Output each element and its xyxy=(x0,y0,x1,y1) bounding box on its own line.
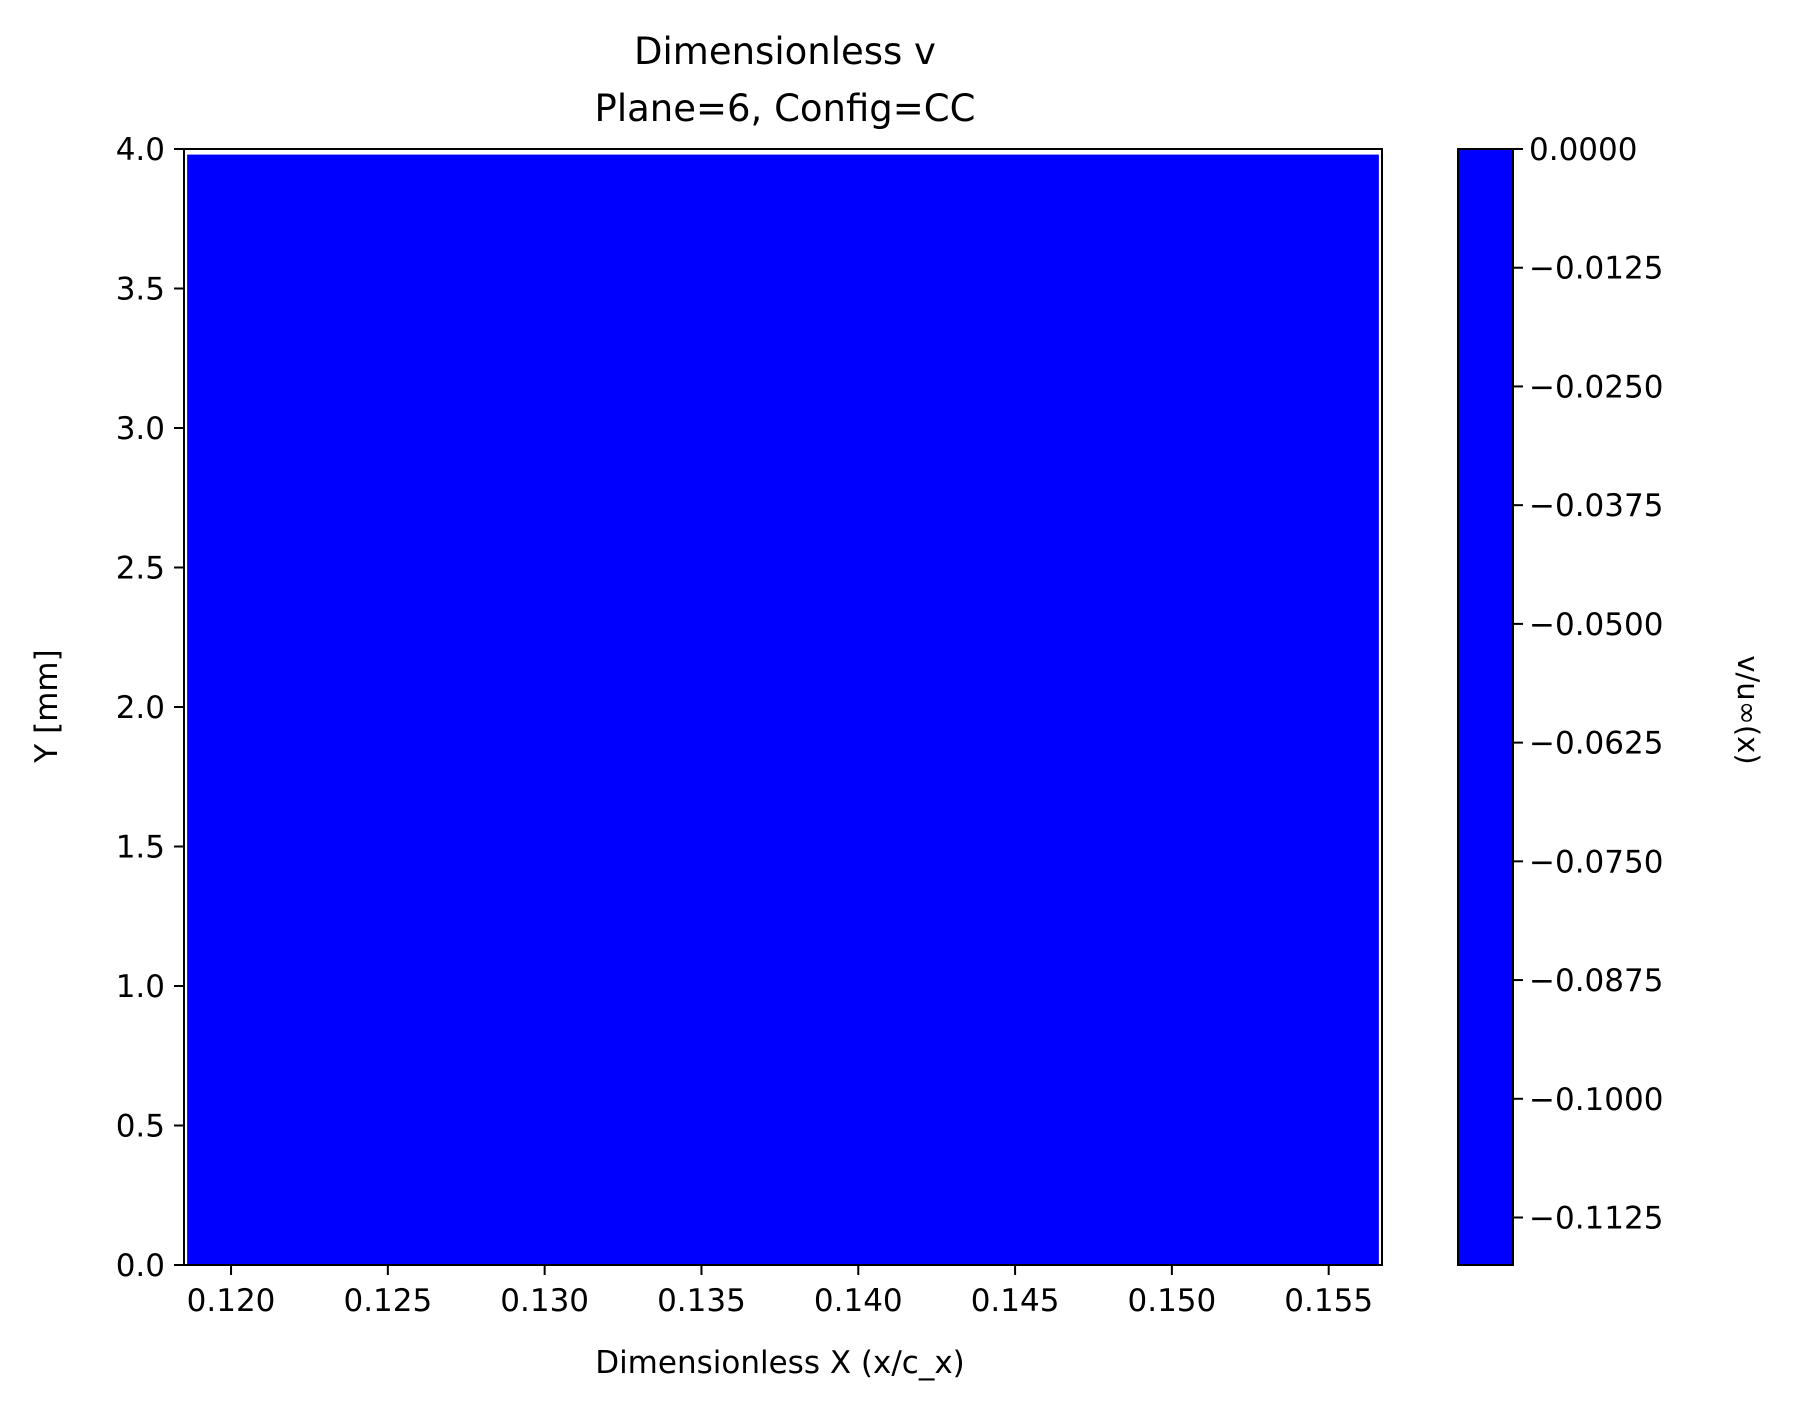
x-tick-label: 0.135 xyxy=(657,1283,746,1319)
y-axis: 0.0 0.5 1.0 1.5 2.0 2.5 3.0 3.5 4.0 xyxy=(116,132,184,1284)
x-axis-label: Dimensionless X (x/c_x) xyxy=(595,1345,965,1381)
colorbar-fill xyxy=(1458,149,1513,1265)
y-tick-label: 0.5 xyxy=(116,1109,165,1145)
colorbar-tick-label: −0.0375 xyxy=(1529,488,1663,524)
x-tick-label: 0.150 xyxy=(1128,1283,1217,1319)
y-tick-label: 3.0 xyxy=(116,411,165,447)
x-tick-label: 0.125 xyxy=(343,1283,432,1319)
colorbar-frame xyxy=(1457,148,1514,1266)
colorbar-tick-label: −0.0750 xyxy=(1529,844,1663,880)
heatmap-field xyxy=(187,154,1379,1266)
chart-title: Dimensionless v xyxy=(634,30,936,73)
y-tick-label: 0.0 xyxy=(116,1248,165,1284)
colorbar-tick-label: −0.0625 xyxy=(1529,726,1663,762)
colorbar-tick-label: −0.0500 xyxy=(1529,607,1663,643)
x-tick-label: 0.120 xyxy=(187,1283,276,1319)
y-tick-label: 3.5 xyxy=(116,272,165,308)
y-tick-label: 4.0 xyxy=(116,132,165,168)
x-tick-label: 0.155 xyxy=(1284,1283,1373,1319)
y-tick-label: 2.5 xyxy=(116,551,165,587)
y-tick-label: 1.5 xyxy=(116,830,165,866)
colorbar-tick-label: −0.0250 xyxy=(1529,369,1663,405)
y-axis-label: Y [mm] xyxy=(29,649,65,763)
colorbar-tick-label: −0.1000 xyxy=(1529,1082,1663,1118)
colorbar-tick-label: −0.1125 xyxy=(1529,1201,1663,1237)
x-tick-label: 0.130 xyxy=(500,1283,589,1319)
chart-subtitle: Plane=6, Config=CC xyxy=(595,87,976,130)
colorbar-tick-label: −0.0875 xyxy=(1529,963,1663,999)
colorbar-tick-label: −0.0125 xyxy=(1529,251,1663,287)
colorbar: 0.0000 −0.0125 −0.0250 −0.0375 −0.0500 −0.062… xyxy=(1457,132,1765,1266)
y-tick-label: 2.0 xyxy=(116,690,165,726)
x-tick-label: 0.140 xyxy=(814,1283,903,1319)
y-tick-label: 1.0 xyxy=(116,969,165,1005)
x-tick-label: 0.145 xyxy=(971,1283,1060,1319)
x-axis: 0.120 0.125 0.130 0.135 0.140 0.145 0.150 0.155 xyxy=(187,1265,1373,1319)
colorbar-ticks: 0.0000 −0.0125 −0.0250 −0.0375 −0.0500 −0.062… xyxy=(1513,132,1663,1237)
colorbar-label: v/u∞(x) xyxy=(1731,655,1765,764)
plot-area xyxy=(183,148,1383,1266)
colorbar-tick-label: 0.0000 xyxy=(1529,132,1637,168)
